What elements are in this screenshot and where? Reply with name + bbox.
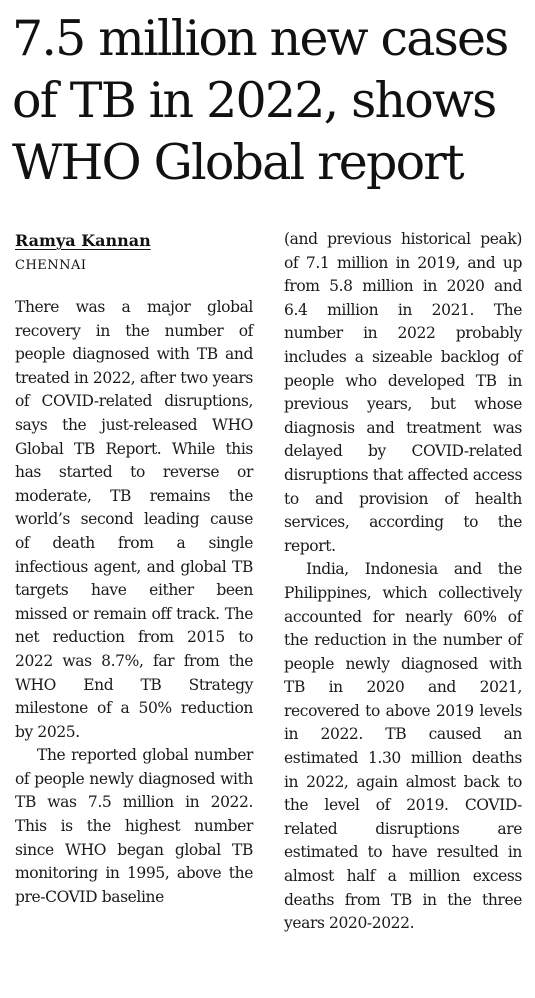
article-paragraph: There was a major global recovery in the… [15,298,253,741]
dateline: CHENNAI [15,258,87,273]
article-paragraph: The reported global number of people new… [15,746,253,906]
author-byline: Ramya Kannan [15,231,151,250]
article-column-left: There was a major global recovery in the… [15,296,253,909]
article-paragraph: India, Indonesia and the Philippines, wh… [284,560,522,933]
headline: 7.5 million new cases of TB in 2022, sho… [12,10,509,191]
article-paragraph: (and previous historical peak) of 7.1 mi… [284,230,522,555]
article-column-right: (and previous historical peak) of 7.1 mi… [284,228,522,936]
